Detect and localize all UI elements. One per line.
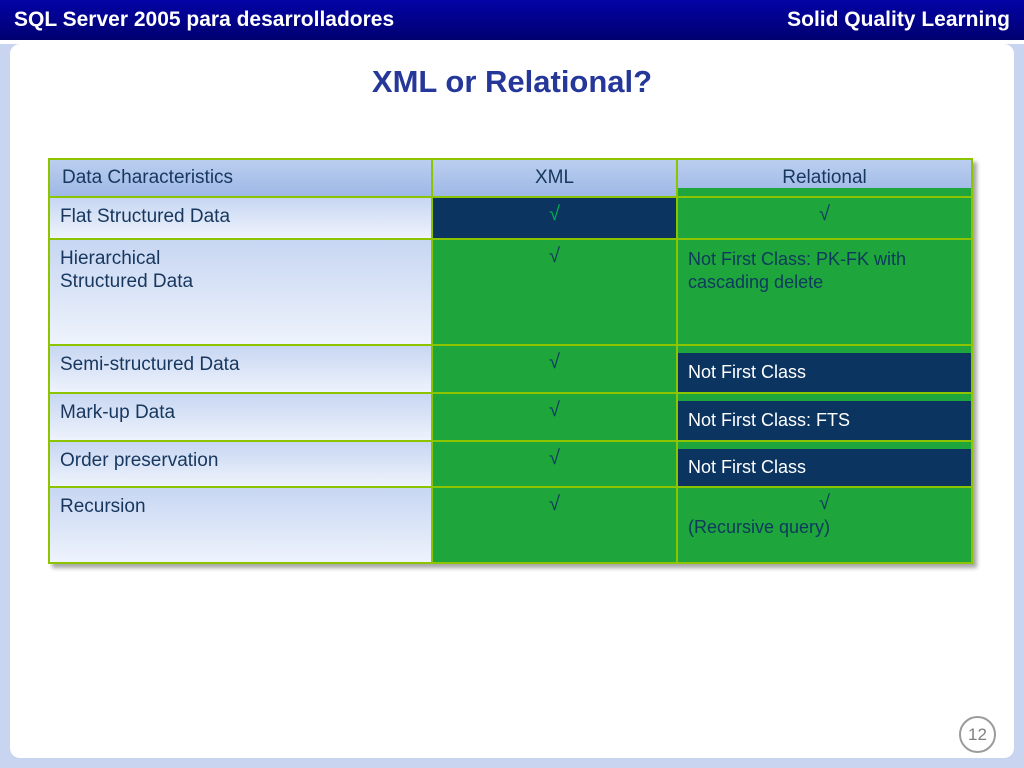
relational-note-hierarchical: Not First Class: PK-FK with cascading de… xyxy=(678,240,971,344)
page-title: XML or Relational? xyxy=(371,64,653,99)
column-header-data-characteristics: Data Characteristics xyxy=(50,160,431,196)
relational-cell-order: Not First Class xyxy=(678,442,971,486)
check-mark-xml-semi-structured: √ xyxy=(433,346,676,392)
check-mark-xml-mark-up: √ xyxy=(433,394,676,440)
header-bar: SQL Server 2005 para desarrolladores Sol… xyxy=(0,0,1024,40)
column-header-relational: Relational xyxy=(678,160,971,196)
relational-note-mark-up: Not First Class: FTS xyxy=(678,401,971,440)
column-header-xml: XML xyxy=(433,160,676,196)
check-mark-relational-flat: √ xyxy=(678,198,971,238)
column-header-relational-label: Relational xyxy=(782,167,867,188)
row-label-hierarchical-structured-data: Hierarchical Structured Data xyxy=(50,240,431,344)
row-label-flat-structured-data: Flat Structured Data xyxy=(50,198,431,238)
header-left-title: SQL Server 2005 para desarrolladores xyxy=(14,8,395,31)
check-mark-xml-recursion: √ xyxy=(433,488,676,562)
header-divider xyxy=(0,40,1024,44)
row-label-semi-structured-data: Semi-structured Data xyxy=(50,346,431,392)
check-mark-xml-flat: √ xyxy=(433,198,676,238)
check-mark-xml-order: √ xyxy=(433,442,676,486)
row-label-mark-up-data: Mark-up Data xyxy=(50,394,431,440)
comparison-table: Data Characteristics XML Relational Flat… xyxy=(48,158,973,564)
check-mark-xml-hierarchical: √ xyxy=(433,240,676,344)
relational-cell-recursion: √ (Recursive query) xyxy=(678,488,971,562)
relational-cell-semi-structured: Not First Class xyxy=(678,346,971,392)
recursive-query-note: (Recursive query) xyxy=(688,517,831,537)
green-strip-decoration xyxy=(678,188,971,196)
relational-cell-mark-up: Not First Class: FTS xyxy=(678,394,971,440)
check-mark-relational-recursion: √ xyxy=(819,492,830,514)
header-right-title: Solid Quality Learning xyxy=(787,8,1010,31)
row-label-recursion: Recursion xyxy=(50,488,431,562)
page-number-badge: 12 xyxy=(959,716,996,753)
row-label-order-preservation: Order preservation xyxy=(50,442,431,486)
relational-note-order: Not First Class xyxy=(678,449,971,486)
relational-note-semi-structured: Not First Class xyxy=(678,353,971,392)
